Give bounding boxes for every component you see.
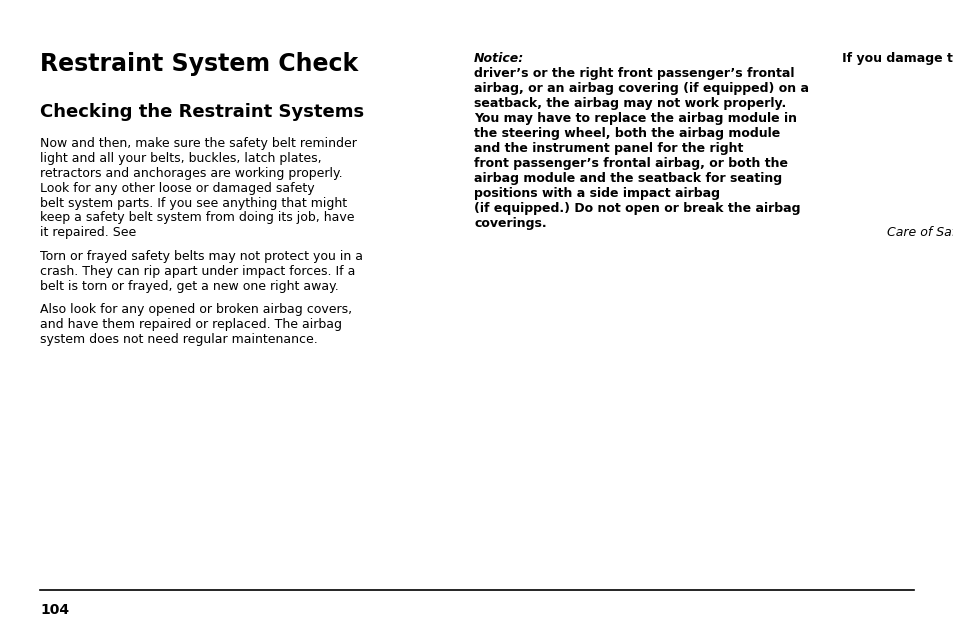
Text: airbag, or an airbag covering (if equipped) on a: airbag, or an airbag covering (if equipp…: [474, 82, 808, 95]
Text: it repaired. See: it repaired. See: [40, 226, 140, 239]
Text: 104: 104: [40, 603, 70, 617]
Text: Torn or frayed safety belts may not protect you in a: Torn or frayed safety belts may not prot…: [40, 249, 363, 263]
Text: belt is torn or frayed, get a new one right away.: belt is torn or frayed, get a new one ri…: [40, 280, 338, 293]
Text: driver’s or the right front passenger’s frontal: driver’s or the right front passenger’s …: [474, 67, 794, 80]
Text: If you damage the covering for the: If you damage the covering for the: [828, 52, 953, 65]
Text: Look for any other loose or damaged safety: Look for any other loose or damaged safe…: [40, 182, 314, 195]
Text: crash. They can rip apart under impact forces. If a: crash. They can rip apart under impact f…: [40, 265, 355, 277]
Text: and the instrument panel for the right: and the instrument panel for the right: [474, 142, 742, 155]
Text: the steering wheel, both the airbag module: the steering wheel, both the airbag modu…: [474, 127, 780, 140]
Text: system does not need regular maintenance.: system does not need regular maintenance…: [40, 333, 317, 345]
Text: and have them repaired or replaced. The airbag: and have them repaired or replaced. The …: [40, 317, 342, 331]
Text: keep a safety belt system from doing its job, have: keep a safety belt system from doing its…: [40, 211, 355, 225]
Text: (if equipped.) Do not open or break the airbag: (if equipped.) Do not open or break the …: [474, 202, 800, 214]
Text: positions with a side impact airbag: positions with a side impact airbag: [474, 187, 720, 200]
Text: Restraint System Check: Restraint System Check: [40, 52, 358, 76]
Text: You may have to replace the airbag module in: You may have to replace the airbag modul…: [474, 112, 797, 125]
Text: Care of Safety Belts on page 455.: Care of Safety Belts on page 455.: [885, 226, 953, 239]
Text: belt system parts. If you see anything that might: belt system parts. If you see anything t…: [40, 197, 347, 209]
Text: Now and then, make sure the safety belt reminder: Now and then, make sure the safety belt …: [40, 137, 356, 149]
Text: Notice:: Notice:: [474, 52, 524, 65]
Text: Also look for any opened or broken airbag covers,: Also look for any opened or broken airba…: [40, 303, 352, 315]
Text: seatback, the airbag may not work properly.: seatback, the airbag may not work proper…: [474, 97, 785, 110]
Text: light and all your belts, buckles, latch plates,: light and all your belts, buckles, latch…: [40, 151, 321, 165]
Text: retractors and anchorages are working properly.: retractors and anchorages are working pr…: [40, 167, 342, 179]
Text: airbag module and the seatback for seating: airbag module and the seatback for seati…: [474, 172, 781, 184]
Text: front passenger’s frontal airbag, or both the: front passenger’s frontal airbag, or bot…: [474, 156, 787, 170]
Text: Checking the Restraint Systems: Checking the Restraint Systems: [40, 103, 364, 121]
Text: coverings.: coverings.: [474, 216, 546, 230]
